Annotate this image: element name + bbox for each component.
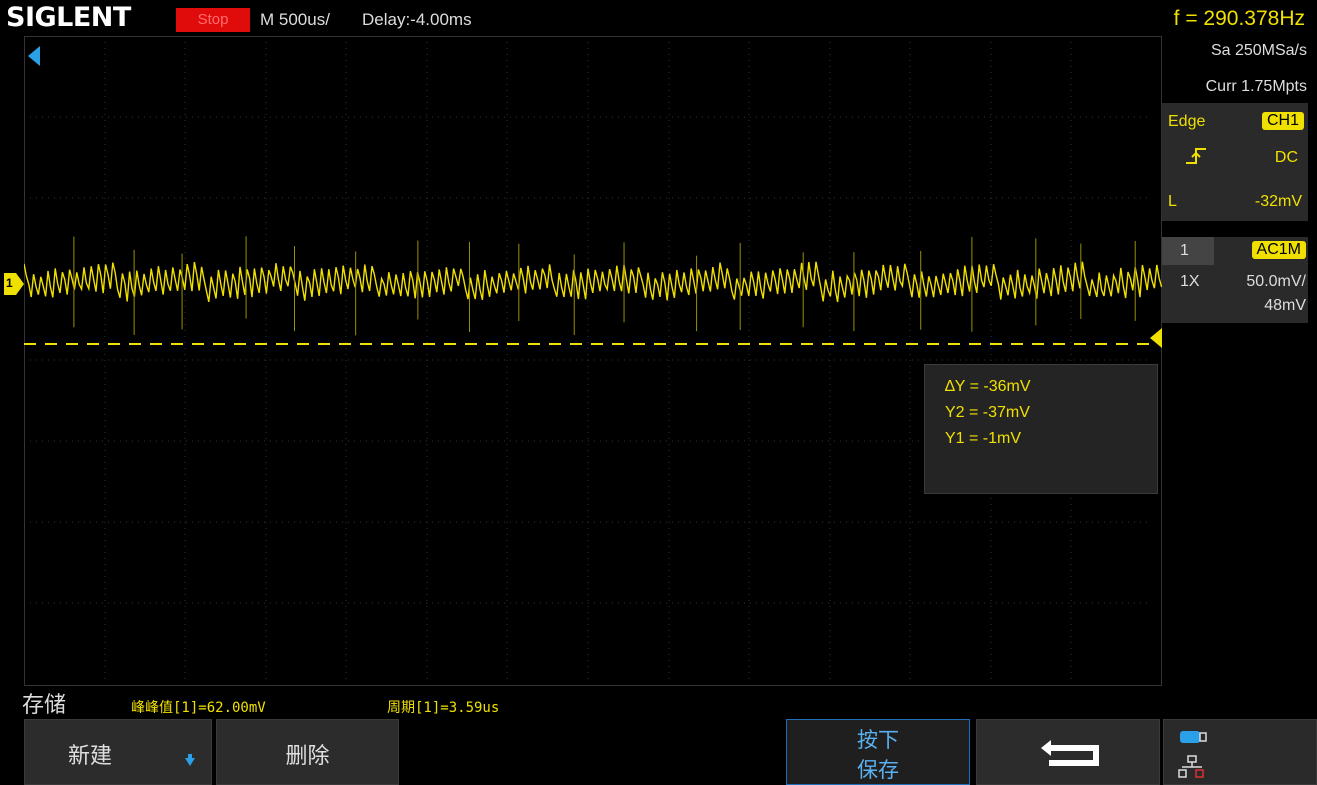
channel-number: 1 [1180, 242, 1189, 259]
trigger-panel[interactable]: Edge CH1 DC L -32mV [1162, 103, 1308, 221]
top-status-bar: SIGLENT Stop M 500us/ Delay:-4.00ms f = … [0, 0, 1317, 36]
new-button[interactable]: 新建 [24, 719, 212, 785]
trigger-level: -32mV [1254, 193, 1302, 210]
trigger-source-badge: CH1 [1261, 112, 1304, 130]
frequency-readout: f = 290.378Hz [1173, 7, 1305, 30]
back-button[interactable] [976, 719, 1160, 785]
save-line1: 按下 [857, 729, 899, 752]
run-stop-indicator[interactable]: Stop [176, 8, 250, 32]
cursor-right-marker-icon [1150, 328, 1162, 348]
cursor-measurement-box: ∆Y = -36mV Y2 = -37mV Y1 = -1mV [924, 364, 1158, 494]
save-line2: 保存 [857, 759, 899, 782]
channel1-marker-label: 1 [6, 276, 13, 290]
press-save-button[interactable]: 按下 保存 [786, 719, 970, 785]
usb-storage-icon [1180, 731, 1207, 743]
trigger-type: Edge [1168, 113, 1206, 130]
trigger-level-label: L [1168, 193, 1177, 210]
channel1-waveform-trace [24, 261, 1162, 303]
trigger-coupling: DC [1274, 149, 1298, 166]
timebase-readout: M 500us/ [260, 10, 330, 29]
delete-button[interactable]: 删除 [216, 719, 399, 785]
return-arrow-icon [1041, 740, 1099, 766]
brand-logo: SIGLENT [6, 2, 131, 33]
delta-y-value: ∆Y = -36mV [945, 378, 1031, 395]
system-status-area[interactable] [1163, 719, 1317, 785]
graticule [24, 36, 1162, 684]
vertical-offset: 48mV [1264, 297, 1306, 314]
rising-edge-icon [1186, 148, 1206, 164]
network-lan-icon [1178, 755, 1204, 778]
sample-rate: Sa 250MSa/s [1210, 42, 1307, 59]
channel-coupling-badge: AC1M [1251, 241, 1306, 259]
arrow-down-icon [185, 754, 195, 766]
y1-value: Y1 = -1mV [945, 430, 1022, 447]
delay-readout: Delay:-4.00ms [362, 10, 472, 29]
memory-depth: Curr 1.75Mpts [1205, 78, 1307, 95]
delete-label: 删除 [285, 743, 330, 768]
new-label: 新建 [67, 743, 112, 768]
probe-attenuation: 1X [1180, 273, 1200, 290]
trigger-position-marker-icon [28, 46, 40, 66]
channel1-panel[interactable]: 1 AC1M 1X 50.0mV/ 48mV [1162, 237, 1308, 323]
status-row: 存储 峰峰值[1]=62.00mV 周期[1]=3.59us [0, 688, 1317, 718]
vertical-scale: 50.0mV/ [1246, 273, 1306, 290]
menu-title: 存储 [22, 692, 67, 717]
measurement-period: 周期[1]=3.59us [387, 700, 500, 716]
y2-value: Y2 = -37mV [945, 404, 1030, 421]
channel1-offset-marker-icon [4, 273, 24, 295]
waveform-display[interactable] [24, 36, 1162, 686]
measurement-peak-to-peak: 峰峰值[1]=62.00mV [131, 700, 266, 716]
softkey-menu: 新建 删除 按下 保存 [0, 718, 1317, 785]
